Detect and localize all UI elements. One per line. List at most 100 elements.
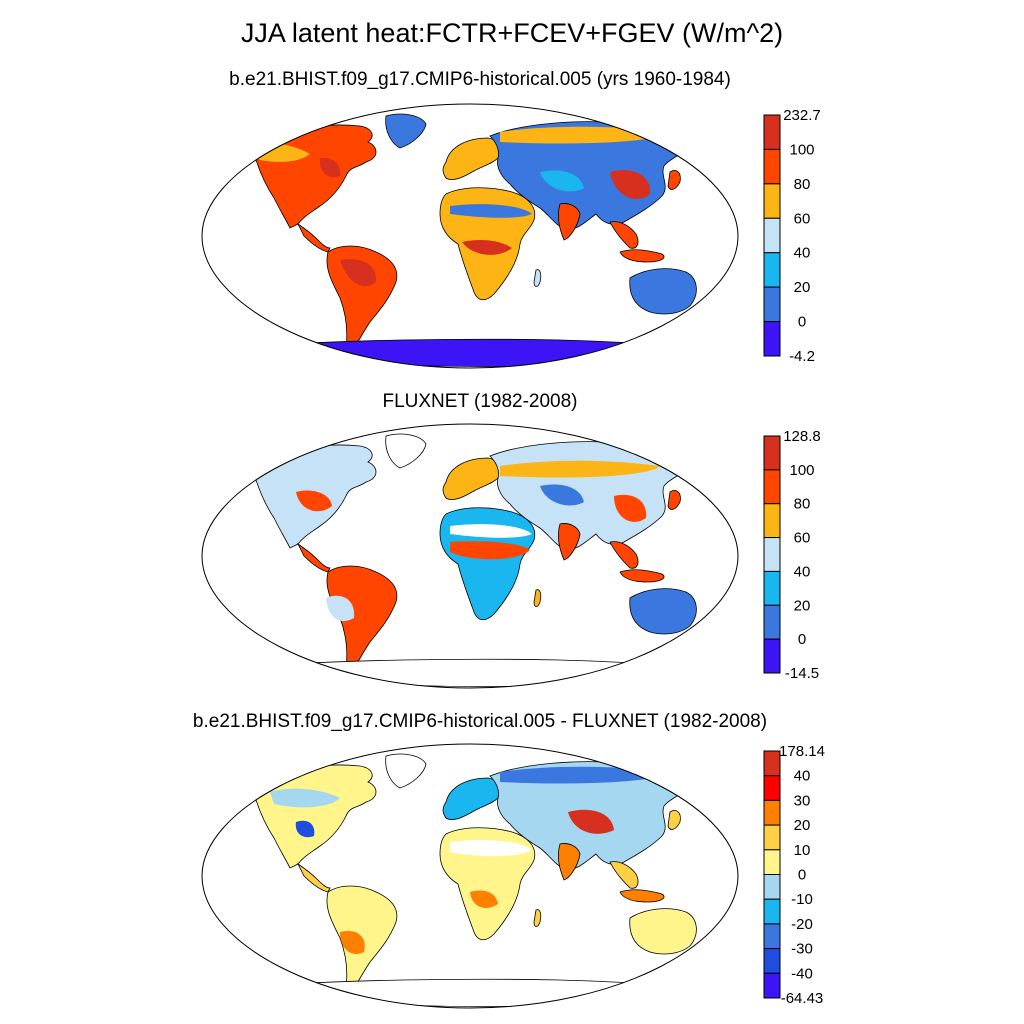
land-southAmerica (326, 245, 398, 355)
land-madagascar (533, 909, 542, 927)
colorbar-swatch (763, 898, 781, 925)
colorbar-swatch (763, 503, 781, 539)
land-india (557, 523, 581, 561)
panel-title-diff: b.e21.BHIST.f09_g17.CMIP6-historical.005… (192, 711, 768, 732)
field-patch (540, 484, 584, 506)
field-patch (614, 494, 647, 522)
figure-title: JJA latent heat:FCTR+FCEV+FGEV (W/m^2) (240, 18, 784, 48)
land-india (557, 203, 581, 241)
colorbar-swatch (763, 849, 781, 876)
colorbar-label: -14.5 (785, 665, 819, 682)
land-indonesia (619, 889, 665, 903)
field-patch (568, 809, 614, 834)
panel-title-obs: FLUXNET (1982-2008) (382, 391, 578, 412)
colorbar-label: 0 (798, 631, 806, 648)
land-seAsia (609, 221, 639, 249)
field-patch (470, 890, 498, 908)
land-centralAmerica (296, 862, 331, 893)
colorbar-swatch (763, 874, 781, 900)
colorbar-obs: 128.8 100 80 60 40 20 0 -14.5 (763, 428, 821, 682)
colorbar-swatch (763, 435, 781, 471)
field-patch (270, 788, 340, 808)
land-europe (442, 137, 502, 180)
colorbar-label: 20 (794, 817, 811, 834)
land-madagascar (533, 589, 542, 607)
colorbar-label: 80 (794, 496, 811, 513)
field-patch (540, 170, 584, 192)
colorbar-label: 60 (794, 210, 811, 227)
field-patch (500, 460, 660, 478)
field-patch (296, 490, 332, 512)
field-patch (450, 204, 532, 218)
colorbar-label: -20 (791, 916, 813, 933)
map-diff (201, 743, 739, 1009)
colorbar-label: 20 (794, 597, 811, 614)
colorbar-swatch (763, 638, 781, 674)
field-patch (450, 840, 532, 857)
colorbar-label: 100 (789, 462, 814, 479)
land-japan (667, 170, 681, 190)
colorbar-label: 60 (794, 530, 811, 547)
colorbar-swatch (763, 972, 781, 999)
field-patch (340, 258, 377, 287)
land-madagascar (533, 269, 542, 287)
colorbar-swatch (763, 948, 781, 974)
land-europe (442, 457, 502, 500)
land-seAsia (609, 541, 639, 569)
colorbar-swatch (763, 923, 781, 950)
colorbar-swatch (763, 286, 781, 323)
colorbar-label: 178.14 (779, 743, 825, 760)
field-patch (462, 240, 512, 255)
land-indonesia (619, 249, 665, 263)
colorbar-swatch (763, 570, 781, 606)
colorbar-label: -40 (791, 965, 813, 982)
land-india (557, 843, 581, 881)
colorbar-label: 40 (794, 245, 811, 262)
colorbar-label: 0 (798, 867, 806, 884)
land-nz (711, 955, 719, 967)
colorbar-swatch (763, 321, 781, 357)
land-southAmerica (326, 565, 398, 675)
colorbar-swatch (763, 537, 781, 572)
land-centralAmerica (296, 222, 331, 253)
colorbar-swatch (763, 114, 781, 150)
land-antarctica (259, 338, 712, 367)
land-nz (711, 635, 719, 647)
land-northAmerica (255, 124, 377, 229)
colorbar-label: 40 (794, 768, 811, 785)
colorbar-swatch (763, 750, 781, 777)
land-indonesia (619, 569, 665, 583)
land-australia (629, 268, 697, 315)
land-europe (442, 777, 502, 820)
colorbar-swatch (763, 775, 781, 801)
field-patch (450, 524, 532, 538)
land-greenland (385, 433, 427, 469)
land-northAmerica (255, 764, 377, 869)
map-border (201, 423, 739, 689)
colorbar-label: 232.7 (783, 107, 821, 124)
field-patch (295, 820, 315, 838)
field-patch (340, 930, 365, 954)
colorbar-label: 40 (794, 563, 811, 580)
field-patch (450, 541, 530, 560)
field-patch (319, 157, 341, 178)
colorbar-label: -30 (791, 941, 813, 958)
colorbar-swatch (763, 799, 781, 826)
colorbar-swatch (763, 824, 781, 851)
land-seAsia (609, 861, 639, 889)
colorbar-label: 100 (789, 141, 814, 158)
land-japan (667, 810, 681, 830)
colorbar-diff: 178.14 40 30 20 10 0 -10 -20 -30 -40 -64.43 (763, 743, 825, 1007)
field-patch (610, 170, 651, 200)
colorbar-label: 80 (794, 176, 811, 193)
map-border (201, 103, 739, 369)
colorbar-label: -64.43 (781, 990, 824, 1007)
land-nz (711, 315, 719, 327)
land-greenland (385, 753, 427, 789)
land-centralAmerica (296, 542, 331, 573)
land-antarctica (259, 658, 712, 687)
colorbar-label: -4.2 (789, 348, 815, 365)
land-antarctica (259, 978, 712, 1007)
colorbar-label: 30 (794, 792, 811, 809)
